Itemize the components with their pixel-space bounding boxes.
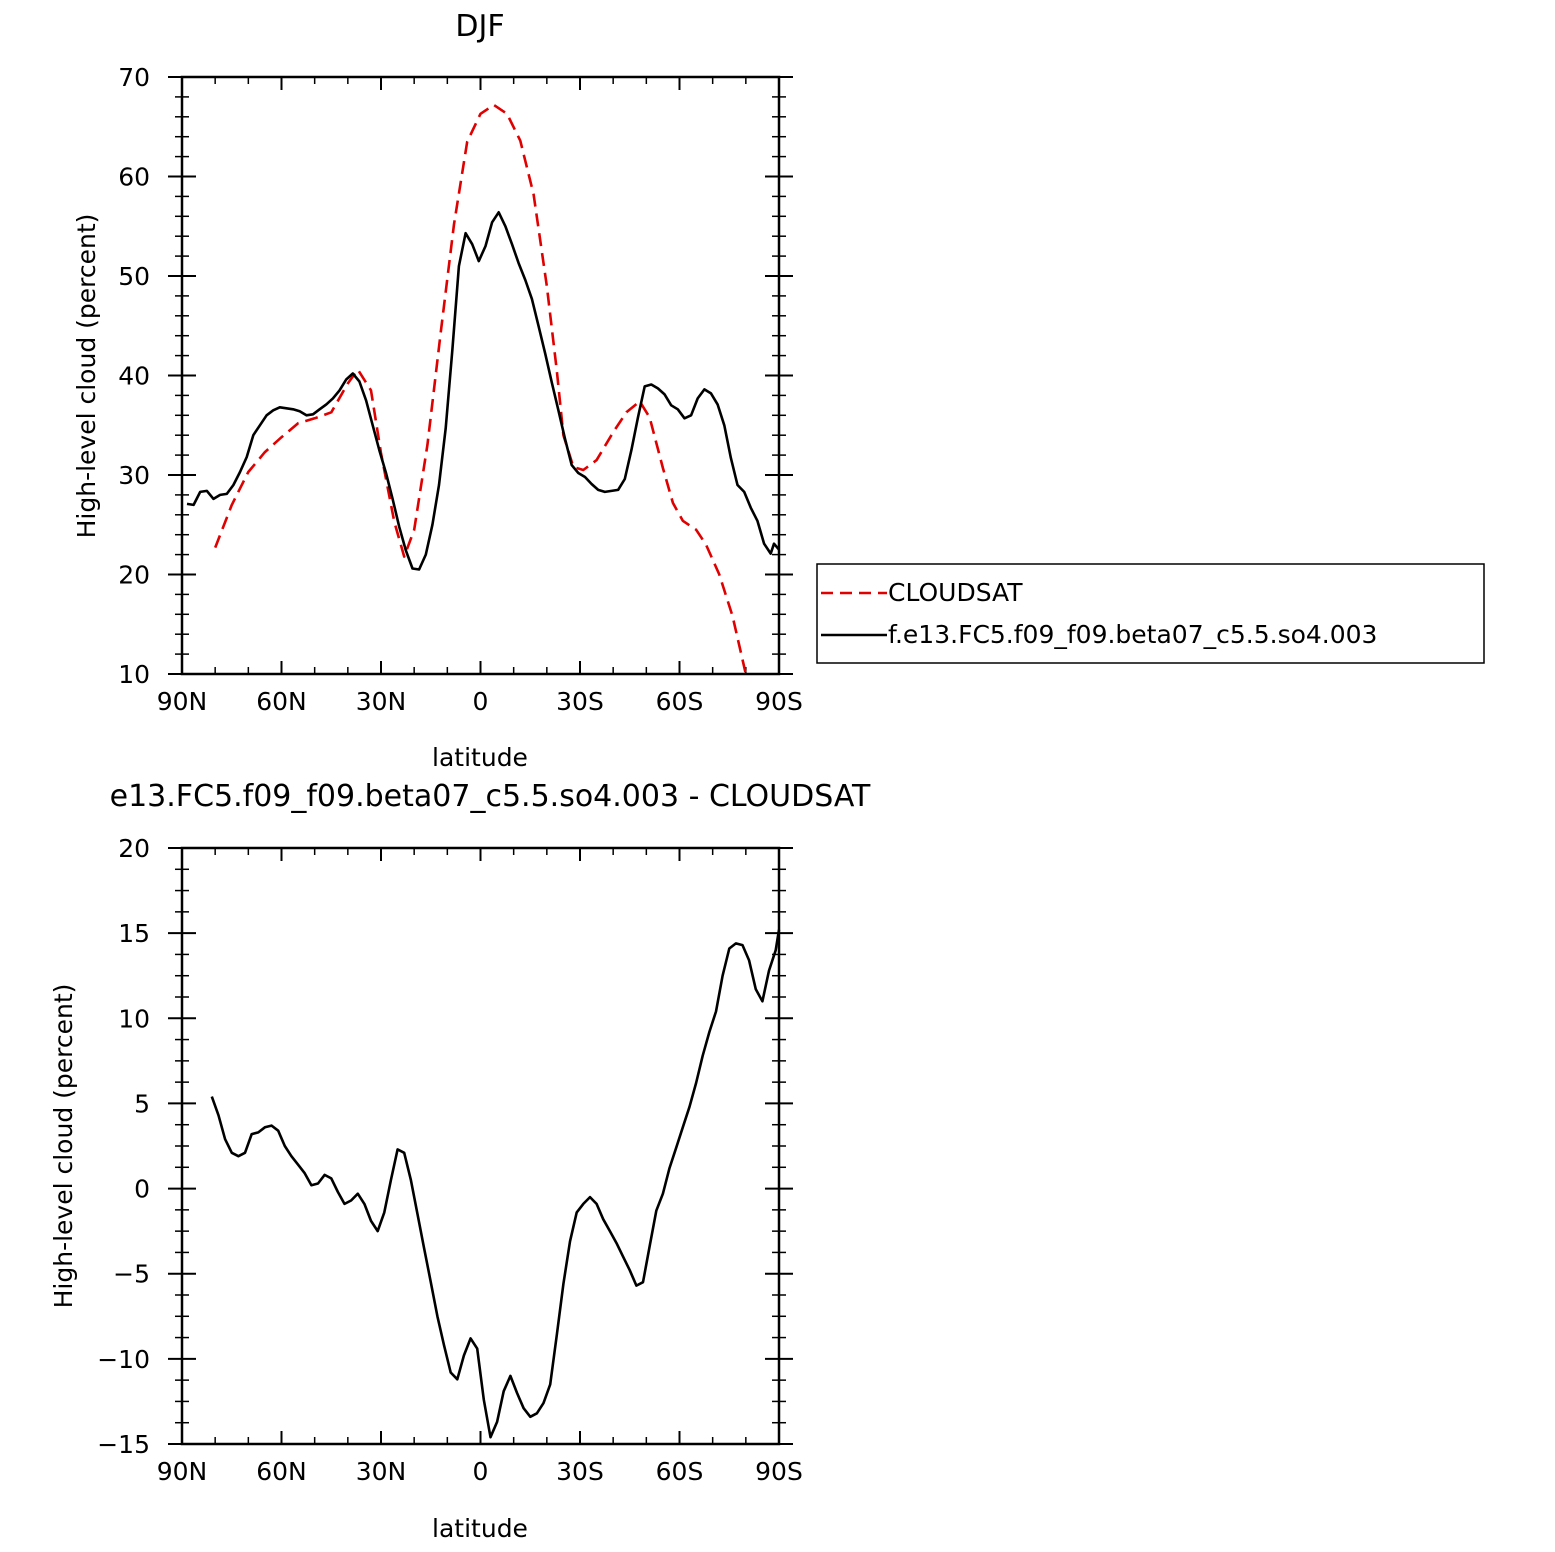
legend-label-cloudsat: CLOUDSAT [888,578,1023,607]
x-tick-labels: 90N 60N 30N 0 30S 60S 90S [157,1457,803,1486]
chart-panel-bottom: e13.FC5.f09_f09.beta07_c5.5.so4.003 - CL… [49,779,871,1543]
y-axis-label: High-level cloud (percent) [72,214,101,539]
legend: CLOUDSAT f.e13.FC5.f09_f09.beta07_c5.5.s… [816,563,1485,664]
y-tick-label: 10 [118,660,150,689]
plot-frame [180,75,781,676]
x-tick-label: 90S [755,1457,803,1486]
legend-label-model: f.e13.FC5.f09_f09.beta07_c5.5.so4.003 [888,620,1377,649]
y-tick-label: 20 [118,834,150,863]
y-tick-label: 30 [118,461,150,490]
x-tick-label: 90N [157,687,208,716]
y-tick-label: 60 [118,163,150,192]
x-tick-label: 30S [556,687,604,716]
x-tick-label: 30S [556,1457,604,1486]
chart-title: e13.FC5.f09_f09.beta07_c5.5.so4.003 - CL… [110,779,871,814]
tick-group [168,76,793,675]
y-tick-label: 50 [118,262,150,291]
chart-panel-top: DJF 90N 60N 30N 0 30S 60S 90S 10 20 30 40 50 60 70 l… [72,9,803,772]
x-tick-label: 60N [256,687,307,716]
y-tick-label: 15 [118,919,150,948]
y-tick-label: 70 [118,63,150,92]
x-tick-labels: 90N 60N 30N 0 30S 60S 90S [157,687,803,716]
y-tick-label: 40 [118,362,150,391]
x-tick-label: 0 [473,1457,489,1486]
series-group [186,103,780,675]
x-tick-label: 60S [656,1457,704,1486]
y-tick-label: 5 [134,1089,150,1118]
x-axis-label: latitude [432,743,528,772]
y-axis-label: High-level cloud (percent) [49,984,78,1309]
y-tick-label: −10 [97,1345,150,1374]
x-tick-label: 30N [356,687,407,716]
x-tick-label: 90S [755,687,803,716]
series-line-1 [213,103,748,675]
plot-frame [180,846,781,1446]
legend-box [816,563,1485,664]
y-tick-label: −5 [113,1260,150,1289]
y-tick-labels: 10 20 30 40 50 60 70 [118,63,150,689]
series-line-1 [210,929,781,1439]
chart-title: DJF [455,9,504,44]
y-tick-label: 20 [118,561,150,590]
series-line-2 [186,211,780,571]
y-tick-labels: −15 −10 −5 0 5 10 15 20 [97,834,150,1459]
tick-group [168,847,793,1445]
x-tick-label: 60S [656,687,704,716]
y-tick-label: 0 [134,1175,150,1204]
x-tick-label: 60N [256,1457,307,1486]
x-tick-label: 0 [473,687,489,716]
x-axis-label: latitude [432,1514,528,1543]
y-tick-label: 10 [118,1004,150,1033]
y-tick-label: −15 [97,1430,150,1459]
series-group [210,929,781,1439]
x-tick-label: 30N [356,1457,407,1486]
x-tick-label: 90N [157,1457,208,1486]
